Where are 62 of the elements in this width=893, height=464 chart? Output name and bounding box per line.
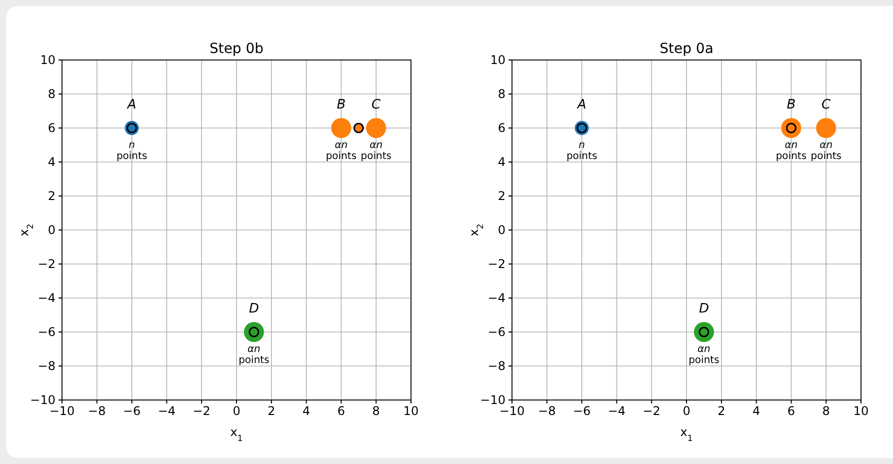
y-tick-label: −2 (488, 256, 506, 271)
annotation: αn points (326, 140, 357, 162)
y-tick-label: −8 (488, 358, 506, 373)
x-tick-label: −2 (192, 404, 210, 418)
x-tick-label: −8 (538, 404, 556, 418)
x-tick-label: 6 (787, 404, 796, 418)
annotation: B (336, 98, 346, 113)
x-tick-label: 8 (372, 404, 380, 418)
y-tick-label: 6 (498, 120, 506, 135)
x-tick-label: 0 (682, 404, 690, 418)
y-tick-label: 8 (48, 86, 56, 101)
annotation: D (698, 302, 709, 317)
y-tick-label: 10 (490, 52, 506, 67)
x-tick-label: −8 (88, 404, 106, 418)
y-tick-label: −10 (30, 392, 56, 407)
y-tick-label: 2 (48, 188, 56, 203)
y-tick-label: 4 (498, 154, 506, 169)
x-tick-label: −4 (608, 404, 626, 418)
annotation: A (576, 98, 586, 113)
x-tick-label: 6 (337, 404, 346, 418)
annotation: αn points (360, 140, 392, 162)
y-tick-label: 2 (498, 188, 506, 203)
x-tick-label: 0 (232, 404, 240, 418)
x-tick-label: 4 (302, 404, 310, 418)
y-tick-label: 10 (40, 52, 56, 67)
annotation: A (126, 98, 136, 113)
annotation: D (248, 302, 259, 317)
annotation: C (372, 98, 382, 113)
annotation: αn points (776, 140, 807, 162)
y-tick-label: −2 (38, 256, 56, 271)
annotation: αn points (810, 140, 842, 162)
y-tick-label: −4 (488, 290, 506, 305)
annotation: n points (566, 140, 598, 162)
x-tick-label: −6 (572, 404, 591, 418)
x-tick-label: −2 (642, 404, 660, 418)
y-tick-label: −4 (38, 290, 56, 305)
y-tick-label: 6 (48, 120, 56, 135)
annotation: n points (116, 140, 148, 162)
x-axis-title: x$_{1}$ (230, 425, 243, 443)
y-tick-label: 0 (48, 222, 56, 237)
annotation: B (786, 98, 796, 113)
y-tick-label: −6 (488, 324, 506, 339)
annotation: αn points (688, 344, 720, 366)
annotation: C (822, 98, 832, 113)
y-tick-label: 4 (48, 154, 56, 169)
x-tick-label: 10 (403, 404, 419, 418)
y-tick-label: 8 (498, 86, 506, 101)
y-tick-label: 0 (498, 222, 506, 237)
chart-title: Step 0b (209, 41, 264, 57)
x-tick-label: 2 (268, 404, 276, 418)
x-tick-label: 2 (718, 404, 726, 418)
x-tick-label: 4 (752, 404, 760, 418)
y-tick-label: −8 (38, 358, 56, 373)
y-tick-label: −10 (480, 392, 506, 407)
x-axis-title: x$_{1}$ (680, 425, 693, 443)
x-tick-label: −4 (158, 404, 176, 418)
y-tick-label: −6 (38, 324, 56, 339)
x-tick-label: −6 (122, 404, 141, 418)
annotation: αn points (238, 344, 270, 366)
x-tick-label: 8 (822, 404, 830, 418)
x-tick-label: 10 (853, 404, 869, 418)
chart-title: Step 0a (660, 41, 714, 57)
